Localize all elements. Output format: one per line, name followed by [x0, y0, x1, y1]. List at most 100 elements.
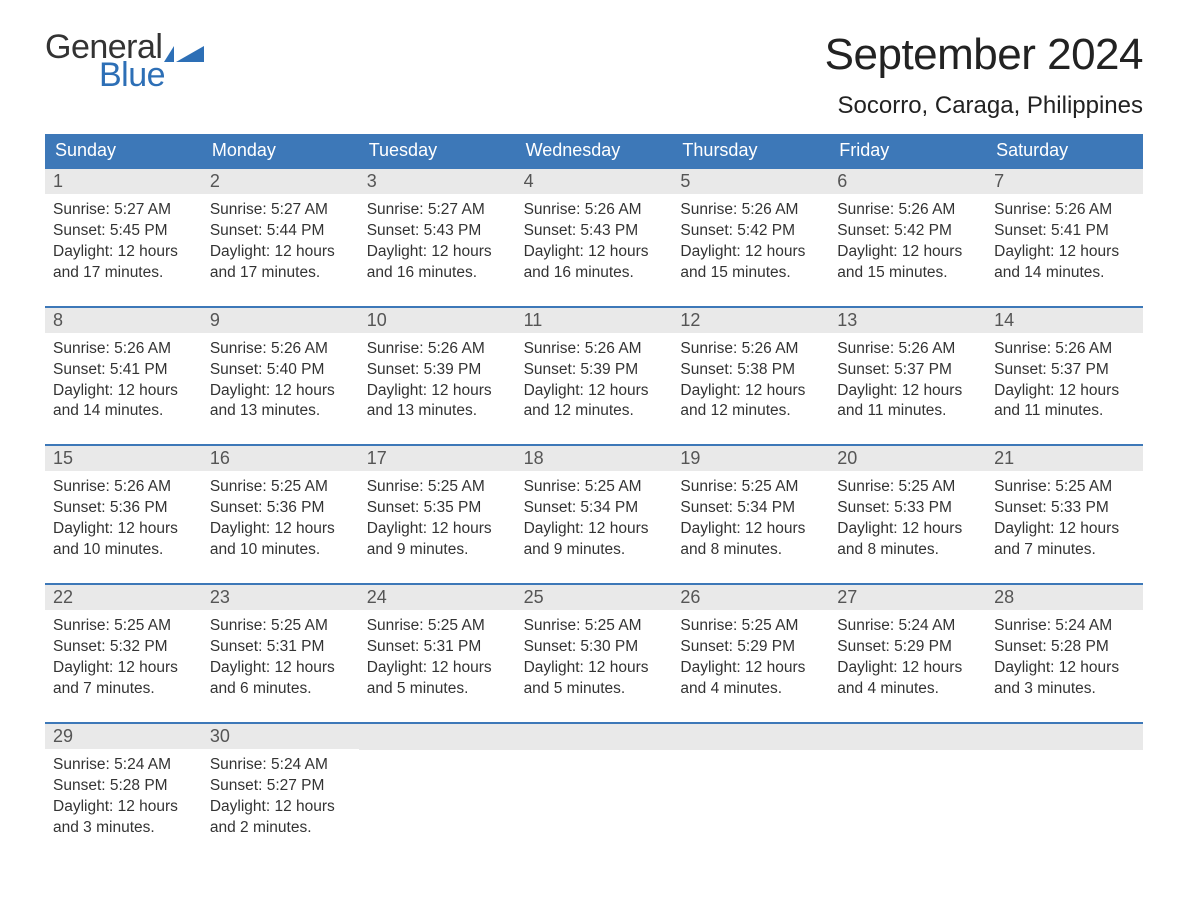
- day-number: 26: [672, 585, 829, 610]
- sunset: Sunset: 5:32 PM: [53, 637, 194, 658]
- day-body: Sunrise: 5:26 AMSunset: 5:36 PMDaylight:…: [45, 471, 202, 561]
- sunset: Sunset: 5:27 PM: [210, 776, 351, 797]
- day-number: [359, 724, 516, 750]
- sunset: Sunset: 5:39 PM: [524, 360, 665, 381]
- day-cell: 24Sunrise: 5:25 AMSunset: 5:31 PMDayligh…: [359, 585, 516, 700]
- day-body: Sunrise: 5:25 AMSunset: 5:33 PMDaylight:…: [829, 471, 986, 561]
- day-body: Sunrise: 5:25 AMSunset: 5:31 PMDaylight:…: [359, 610, 516, 700]
- daylight-line1: Daylight: 12 hours: [53, 381, 194, 402]
- sunset: Sunset: 5:36 PM: [53, 498, 194, 519]
- weekday-header: Tuesday: [359, 134, 516, 167]
- daylight-line1: Daylight: 12 hours: [367, 242, 508, 263]
- day-cell: 25Sunrise: 5:25 AMSunset: 5:30 PMDayligh…: [516, 585, 673, 700]
- sunset: Sunset: 5:31 PM: [367, 637, 508, 658]
- day-cell: 3Sunrise: 5:27 AMSunset: 5:43 PMDaylight…: [359, 169, 516, 284]
- daylight-line1: Daylight: 12 hours: [680, 519, 821, 540]
- sunrise: Sunrise: 5:25 AM: [994, 477, 1135, 498]
- day-number: 29: [45, 724, 202, 749]
- day-body: Sunrise: 5:24 AMSunset: 5:28 PMDaylight:…: [45, 749, 202, 839]
- sunrise: Sunrise: 5:25 AM: [524, 477, 665, 498]
- sunrise: Sunrise: 5:26 AM: [837, 200, 978, 221]
- title-block: September 2024 Socorro, Caraga, Philippi…: [825, 30, 1143, 120]
- day-number: 8: [45, 308, 202, 333]
- day-number: 19: [672, 446, 829, 471]
- day-number: 4: [516, 169, 673, 194]
- day-body: Sunrise: 5:26 AMSunset: 5:42 PMDaylight:…: [672, 194, 829, 284]
- sunset: Sunset: 5:45 PM: [53, 221, 194, 242]
- day-body: Sunrise: 5:26 AMSunset: 5:40 PMDaylight:…: [202, 333, 359, 423]
- day-number: 20: [829, 446, 986, 471]
- weekday-header: Sunday: [45, 134, 202, 167]
- day-body: Sunrise: 5:24 AMSunset: 5:29 PMDaylight:…: [829, 610, 986, 700]
- sunset: Sunset: 5:31 PM: [210, 637, 351, 658]
- day-number: 1: [45, 169, 202, 194]
- daylight-line1: Daylight: 12 hours: [210, 658, 351, 679]
- week-row: 22Sunrise: 5:25 AMSunset: 5:32 PMDayligh…: [45, 583, 1143, 700]
- sunset: Sunset: 5:37 PM: [994, 360, 1135, 381]
- sunset: Sunset: 5:40 PM: [210, 360, 351, 381]
- daylight-line2: and 2 minutes.: [210, 818, 351, 839]
- sunrise: Sunrise: 5:25 AM: [210, 616, 351, 637]
- sunrise: Sunrise: 5:26 AM: [367, 339, 508, 360]
- daylight-line2: and 7 minutes.: [994, 540, 1135, 561]
- day-cell: 15Sunrise: 5:26 AMSunset: 5:36 PMDayligh…: [45, 446, 202, 561]
- daylight-line1: Daylight: 12 hours: [53, 242, 194, 263]
- day-cell: 14Sunrise: 5:26 AMSunset: 5:37 PMDayligh…: [986, 308, 1143, 423]
- weekday-header: Monday: [202, 134, 359, 167]
- daylight-line2: and 15 minutes.: [680, 263, 821, 284]
- day-number: 17: [359, 446, 516, 471]
- day-cell: 2Sunrise: 5:27 AMSunset: 5:44 PMDaylight…: [202, 169, 359, 284]
- daylight-line1: Daylight: 12 hours: [837, 381, 978, 402]
- daylight-line1: Daylight: 12 hours: [524, 519, 665, 540]
- sunrise: Sunrise: 5:26 AM: [994, 200, 1135, 221]
- day-number: 3: [359, 169, 516, 194]
- weekday-header: Wednesday: [516, 134, 673, 167]
- day-cell: [359, 724, 516, 839]
- sunrise: Sunrise: 5:26 AM: [524, 200, 665, 221]
- day-body: Sunrise: 5:26 AMSunset: 5:41 PMDaylight:…: [986, 194, 1143, 284]
- weekday-header: Thursday: [672, 134, 829, 167]
- sunset: Sunset: 5:29 PM: [837, 637, 978, 658]
- daylight-line1: Daylight: 12 hours: [53, 797, 194, 818]
- day-number: 10: [359, 308, 516, 333]
- sunrise: Sunrise: 5:25 AM: [837, 477, 978, 498]
- daylight-line2: and 11 minutes.: [837, 401, 978, 422]
- day-number: [516, 724, 673, 750]
- daylight-line2: and 13 minutes.: [367, 401, 508, 422]
- daylight-line1: Daylight: 12 hours: [53, 519, 194, 540]
- sunrise: Sunrise: 5:26 AM: [210, 339, 351, 360]
- day-cell: 22Sunrise: 5:25 AMSunset: 5:32 PMDayligh…: [45, 585, 202, 700]
- daylight-line1: Daylight: 12 hours: [53, 658, 194, 679]
- sunset: Sunset: 5:35 PM: [367, 498, 508, 519]
- daylight-line1: Daylight: 12 hours: [680, 658, 821, 679]
- daylight-line2: and 10 minutes.: [210, 540, 351, 561]
- day-number: 24: [359, 585, 516, 610]
- day-cell: 28Sunrise: 5:24 AMSunset: 5:28 PMDayligh…: [986, 585, 1143, 700]
- daylight-line2: and 3 minutes.: [53, 818, 194, 839]
- daylight-line1: Daylight: 12 hours: [210, 242, 351, 263]
- day-cell: 8Sunrise: 5:26 AMSunset: 5:41 PMDaylight…: [45, 308, 202, 423]
- day-body: Sunrise: 5:26 AMSunset: 5:41 PMDaylight:…: [45, 333, 202, 423]
- sunset: Sunset: 5:28 PM: [53, 776, 194, 797]
- calendar: Sunday Monday Tuesday Wednesday Thursday…: [45, 134, 1143, 838]
- day-body: Sunrise: 5:25 AMSunset: 5:30 PMDaylight:…: [516, 610, 673, 700]
- daylight-line2: and 15 minutes.: [837, 263, 978, 284]
- daylight-line1: Daylight: 12 hours: [680, 242, 821, 263]
- day-cell: 16Sunrise: 5:25 AMSunset: 5:36 PMDayligh…: [202, 446, 359, 561]
- page-title: September 2024: [825, 30, 1143, 80]
- day-cell: 1Sunrise: 5:27 AMSunset: 5:45 PMDaylight…: [45, 169, 202, 284]
- day-number: [986, 724, 1143, 750]
- day-body: Sunrise: 5:26 AMSunset: 5:42 PMDaylight:…: [829, 194, 986, 284]
- sunrise: Sunrise: 5:25 AM: [210, 477, 351, 498]
- daylight-line1: Daylight: 12 hours: [994, 242, 1135, 263]
- sunrise: Sunrise: 5:27 AM: [367, 200, 508, 221]
- day-cell: 5Sunrise: 5:26 AMSunset: 5:42 PMDaylight…: [672, 169, 829, 284]
- day-body: Sunrise: 5:25 AMSunset: 5:32 PMDaylight:…: [45, 610, 202, 700]
- daylight-line2: and 17 minutes.: [210, 263, 351, 284]
- sunrise: Sunrise: 5:25 AM: [53, 616, 194, 637]
- daylight-line1: Daylight: 12 hours: [524, 242, 665, 263]
- daylight-line2: and 9 minutes.: [367, 540, 508, 561]
- daylight-line1: Daylight: 12 hours: [837, 658, 978, 679]
- day-body: Sunrise: 5:26 AMSunset: 5:37 PMDaylight:…: [986, 333, 1143, 423]
- sunset: Sunset: 5:28 PM: [994, 637, 1135, 658]
